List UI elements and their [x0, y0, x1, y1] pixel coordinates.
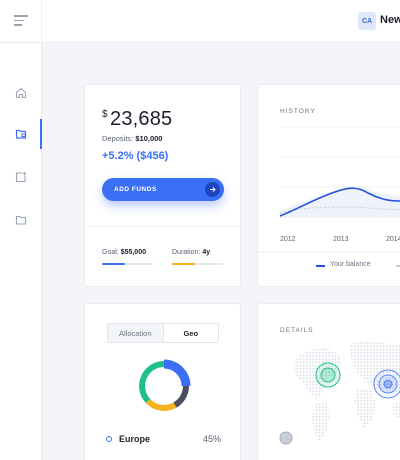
- duration: Duration: 4y: [172, 249, 210, 256]
- details-title: DETAILS: [280, 327, 314, 334]
- map-marker-grey: [279, 431, 293, 445]
- legend-swatch-secondary: [396, 265, 400, 267]
- active-indicator: [40, 119, 42, 149]
- divider: [85, 226, 240, 227]
- arrow-right-icon: [205, 182, 220, 197]
- map-continent: [312, 402, 330, 442]
- map-continent: [294, 348, 342, 400]
- deposits: Deposits: $10,000: [102, 134, 162, 143]
- sidebar-item-home[interactable]: [10, 82, 32, 104]
- series-line-balance: [279, 187, 400, 217]
- balance-card: $ 23,685 Deposits: $10,000 +5.2% ($456) …: [84, 84, 241, 287]
- x-tick-label: 2014: [386, 236, 400, 243]
- add-funds-button[interactable]: ADD FUNDS: [102, 178, 224, 201]
- user-name[interactable]: New H: [380, 14, 400, 26]
- duration-label: Duration:: [172, 249, 201, 256]
- add-funds-label: ADD FUNDS: [114, 186, 157, 193]
- deposits-value: $10,000: [135, 134, 163, 143]
- avatar[interactable]: CA: [358, 12, 376, 30]
- goal: Goal: $55,000: [102, 249, 146, 256]
- divider: [41, 0, 42, 43]
- add-window-icon: [15, 172, 27, 183]
- home-icon: [15, 87, 27, 99]
- menu-icon[interactable]: [14, 15, 28, 27]
- legend-swatch-balance: [316, 265, 325, 267]
- history-title: HISTORY: [280, 108, 316, 115]
- duration-progress-fill: [172, 263, 195, 265]
- series-line-secondary: [279, 206, 400, 214]
- sidebar-item-add-window[interactable]: [10, 166, 32, 188]
- goal-progress-track: [102, 263, 153, 265]
- sidebar-item-wallet[interactable]: [10, 123, 32, 145]
- deposits-label: Deposits:: [102, 134, 134, 143]
- donut-segment: [145, 398, 177, 411]
- folder-icon: [15, 215, 27, 225]
- map-continent: [350, 340, 400, 394]
- region-percentage: 45%: [203, 434, 222, 444]
- map-continent: [392, 403, 400, 418]
- donut-segment: [139, 361, 165, 404]
- history-chart: 2012 2013 2014: [258, 126, 400, 253]
- sidebar: [0, 43, 42, 460]
- legend-label-balance: Your balance: [330, 261, 371, 268]
- x-tick-label: 2013: [333, 236, 349, 243]
- donut-segment: [163, 359, 191, 387]
- balance-amount: 23,685: [110, 108, 173, 130]
- allocation-card: Allocation Geo Europe 45%: [84, 303, 241, 460]
- map-continent: [354, 388, 376, 428]
- goal-label: Goal:: [102, 249, 119, 256]
- top-bar: CA New H: [0, 0, 400, 43]
- goal-value: $55,000: [120, 249, 146, 256]
- balance-change: +5.2% ($456): [102, 150, 169, 162]
- allocation-donut: [139, 359, 191, 411]
- tab-allocation[interactable]: Allocation: [108, 324, 164, 342]
- donut-segment: [173, 385, 189, 408]
- details-card: DETAILS: [257, 303, 400, 460]
- history-card: HISTORY 2012 2013 2014 Your balance: [257, 84, 400, 287]
- sidebar-item-folder[interactable]: [10, 209, 32, 231]
- region-name: Europe: [119, 434, 151, 444]
- wallet-icon: [15, 129, 27, 139]
- map-marker-green: [315, 362, 341, 388]
- allocation-tabs: Allocation Geo: [107, 323, 219, 343]
- currency-symbol: $: [102, 109, 108, 120]
- region-marker: [106, 436, 112, 442]
- duration-progress-track: [172, 263, 223, 265]
- world-map: [279, 340, 400, 445]
- duration-value: 4y: [202, 249, 211, 256]
- tab-geo[interactable]: Geo: [163, 324, 218, 342]
- goal-progress-fill: [102, 263, 125, 265]
- x-tick-label: 2012: [280, 236, 296, 243]
